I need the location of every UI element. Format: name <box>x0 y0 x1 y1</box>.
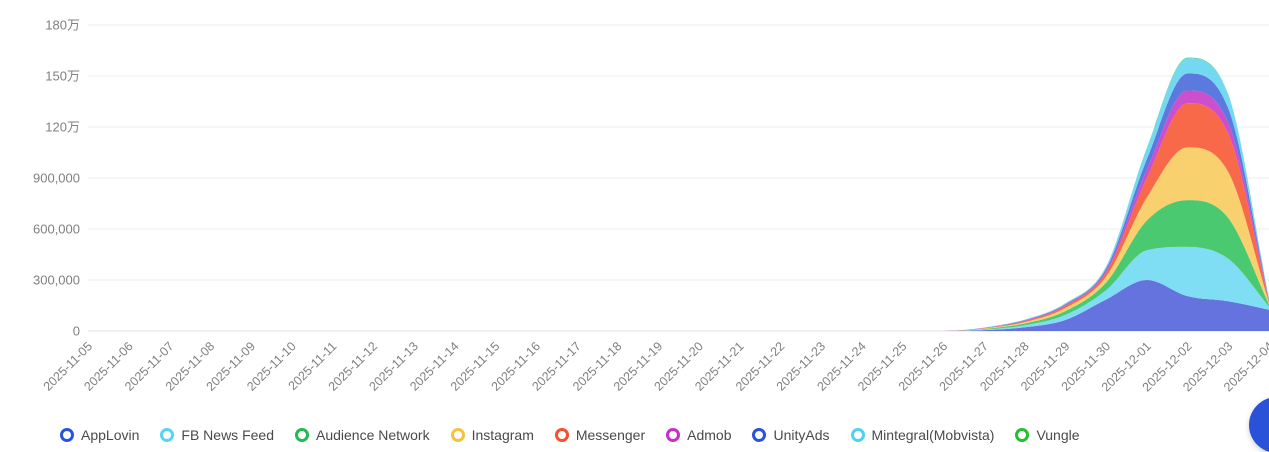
legend-item-fb-news-feed[interactable]: FB News Feed <box>160 427 274 443</box>
y-axis-tick-label: 600,000 <box>33 222 80 237</box>
legend-label: Admob <box>687 427 732 443</box>
legend-ring-icon <box>752 428 767 442</box>
legend-item-mintegral-mobvista-[interactable]: Mintegral(Mobvista) <box>850 427 995 443</box>
y-axis-tick-label: 300,000 <box>33 273 80 288</box>
legend-ring-icon <box>554 428 569 442</box>
y-axis-tick-label: 0 <box>73 324 80 339</box>
legend-item-instagram[interactable]: Instagram <box>450 427 534 443</box>
gridlines <box>88 24 1269 332</box>
legend-item-audience-network[interactable]: Audience Network <box>294 427 430 443</box>
legend-label: Instagram <box>471 427 534 443</box>
y-axis-tick-label: 150万 <box>45 69 80 84</box>
area-series-fb-news-feed <box>88 246 1269 331</box>
floating-action-button[interactable] <box>1249 397 1269 452</box>
y-axis-tick-label: 180万 <box>45 18 80 33</box>
legend-item-unityads[interactable]: UnityAds <box>752 427 830 443</box>
legend-label: Mintegral(Mobvista) <box>871 427 995 443</box>
legend-item-messenger[interactable]: Messenger <box>554 427 646 443</box>
area-series-applovin <box>88 280 1269 331</box>
legend-ring-icon <box>60 428 74 442</box>
area-series-group <box>88 57 1269 332</box>
legend-label: FB News Feed <box>181 427 274 443</box>
y-axis-labels: 180万 150万 120万 900,000 600,000 300,000 0 <box>33 18 80 339</box>
legend-label: UnityAds <box>773 427 830 443</box>
legend-ring-icon <box>850 428 865 442</box>
legend-item-vungle[interactable]: Vungle <box>1015 427 1080 443</box>
legend-ring-icon <box>160 428 175 442</box>
x-axis-labels: 2025-11-052025-11-062025-11-072025-11-08… <box>41 339 1269 394</box>
chart-legend: AppLovin FB News Feed Audience Network Inst… <box>0 420 1269 450</box>
legend-label: Audience Network <box>315 427 430 443</box>
legend-item-applovin[interactable]: AppLovin <box>60 427 139 443</box>
legend-ring-icon <box>294 428 309 442</box>
legend-ring-icon <box>666 428 681 442</box>
legend-ring-icon <box>450 428 465 442</box>
y-axis-tick-label: 120万 <box>45 120 80 135</box>
stacked-area-chart[interactable]: 180万 150万 120万 900,000 600,000 300,000 0 2025-… <box>0 0 1269 400</box>
y-axis-tick-label: 900,000 <box>33 171 80 186</box>
legend-label: AppLovin <box>81 427 140 443</box>
legend-ring-icon <box>1015 428 1030 442</box>
legend-label: Vungle <box>1036 427 1080 443</box>
legend-label: Messenger <box>575 427 646 443</box>
legend-item-admob[interactable]: Admob <box>666 427 731 443</box>
